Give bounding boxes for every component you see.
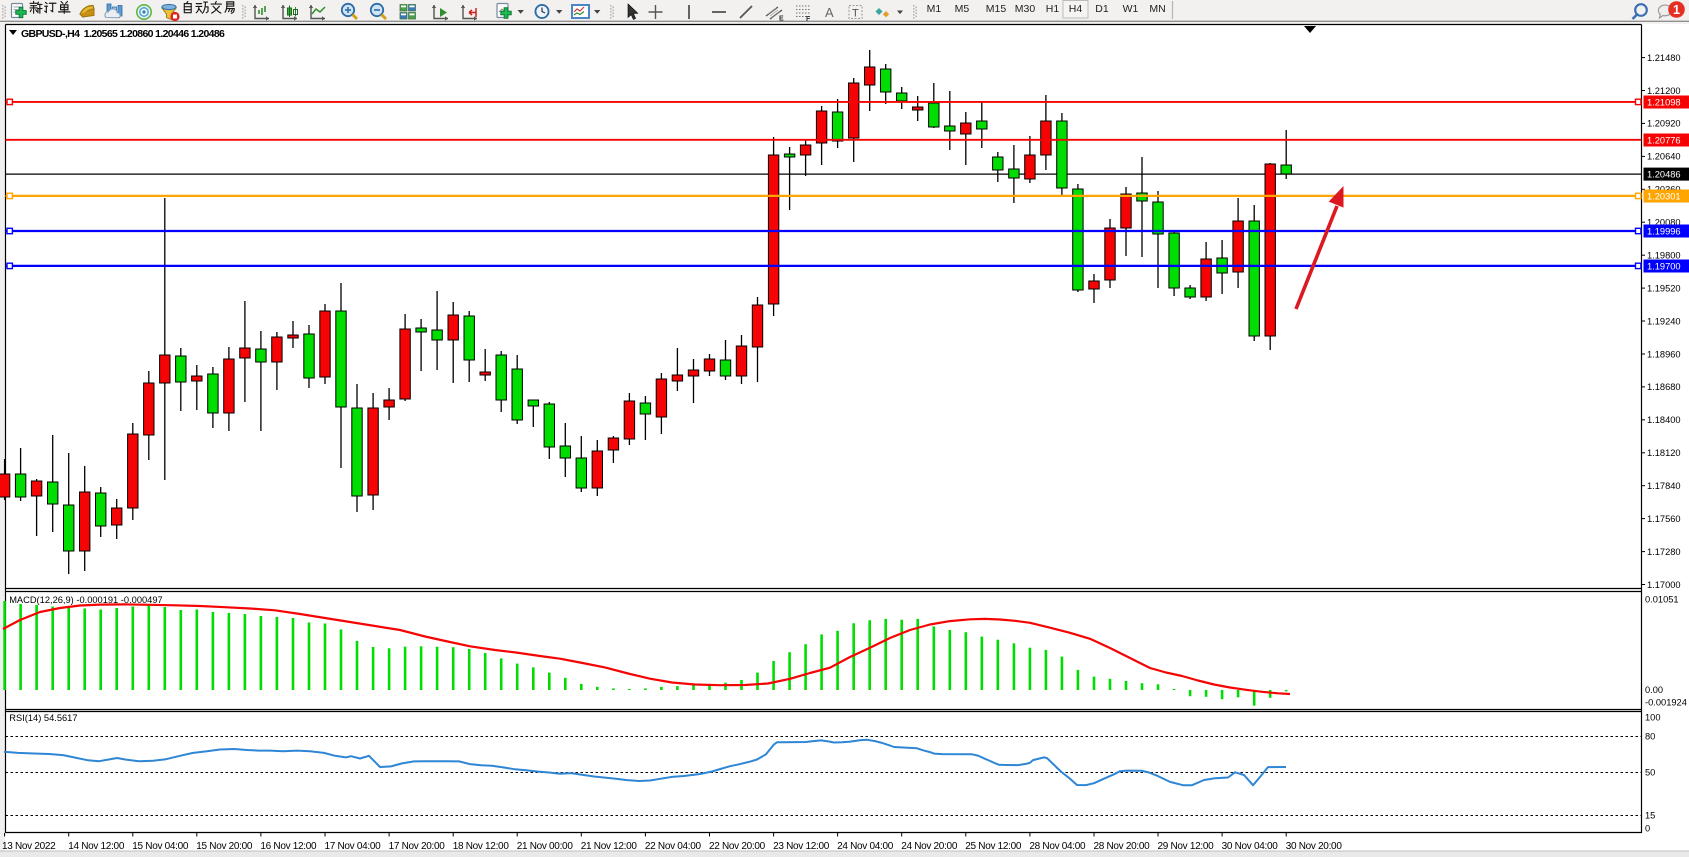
svg-text:1.21480: 1.21480 bbox=[1647, 53, 1681, 63]
svg-text:1.17840: 1.17840 bbox=[1647, 481, 1681, 491]
svg-text:RSI(14) 54.5617: RSI(14) 54.5617 bbox=[9, 713, 77, 723]
svg-text:1.19800: 1.19800 bbox=[1647, 251, 1681, 261]
svg-text:50: 50 bbox=[1645, 767, 1655, 777]
svg-text:25 Nov 12:00: 25 Nov 12:00 bbox=[965, 841, 1022, 852]
svg-text:H1: H1 bbox=[1046, 3, 1060, 15]
svg-text:-0.001924: -0.001924 bbox=[1645, 697, 1687, 707]
svg-text:15 Nov 04:00: 15 Nov 04:00 bbox=[132, 841, 189, 852]
svg-text:1.18680: 1.18680 bbox=[1647, 382, 1681, 392]
svg-text:21 Nov 00:00: 21 Nov 00:00 bbox=[517, 841, 574, 852]
svg-text:80: 80 bbox=[1645, 731, 1655, 741]
svg-text:1.20920: 1.20920 bbox=[1647, 119, 1681, 129]
svg-text:23 Nov 12:00: 23 Nov 12:00 bbox=[773, 841, 830, 852]
svg-text:1.19240: 1.19240 bbox=[1647, 316, 1681, 326]
svg-text:F: F bbox=[806, 16, 811, 23]
svg-text:0.00: 0.00 bbox=[1645, 685, 1663, 695]
svg-text:17 Nov 04:00: 17 Nov 04:00 bbox=[325, 841, 382, 852]
svg-text:100: 100 bbox=[1645, 712, 1661, 722]
svg-text:1.21098: 1.21098 bbox=[1647, 98, 1681, 108]
svg-text:W1: W1 bbox=[1123, 3, 1139, 15]
svg-text:1.19520: 1.19520 bbox=[1647, 283, 1681, 293]
svg-text:29 Nov 12:00: 29 Nov 12:00 bbox=[1158, 841, 1215, 852]
svg-text:1.17560: 1.17560 bbox=[1647, 514, 1681, 524]
svg-text:22 Nov 04:00: 22 Nov 04:00 bbox=[645, 841, 702, 852]
svg-text:M15: M15 bbox=[986, 3, 1007, 15]
svg-text:M5: M5 bbox=[955, 3, 970, 15]
svg-text:0.01051: 0.01051 bbox=[1645, 595, 1679, 605]
svg-text:1.20486: 1.20486 bbox=[1647, 170, 1681, 180]
svg-text:E: E bbox=[779, 16, 784, 23]
svg-text:15: 15 bbox=[1645, 810, 1655, 820]
svg-text:1.20080: 1.20080 bbox=[1647, 218, 1681, 228]
svg-text:MN: MN bbox=[1149, 3, 1165, 15]
svg-text:1.20776: 1.20776 bbox=[1647, 136, 1681, 146]
svg-text:18 Nov 12:00: 18 Nov 12:00 bbox=[453, 841, 510, 852]
svg-text:GBPUSD-,H4 1.20565 1.20860 1.: GBPUSD-,H4 1.20565 1.20860 1.20446 1.204… bbox=[21, 28, 225, 40]
svg-text:1.17000: 1.17000 bbox=[1647, 580, 1681, 590]
svg-text:17 Nov 20:00: 17 Nov 20:00 bbox=[389, 841, 446, 852]
svg-text:28 Nov 04:00: 28 Nov 04:00 bbox=[1029, 841, 1086, 852]
svg-text:13 Nov 2022: 13 Nov 2022 bbox=[2, 841, 56, 852]
svg-text:1.18120: 1.18120 bbox=[1647, 448, 1681, 458]
svg-text:1.20640: 1.20640 bbox=[1647, 152, 1681, 162]
svg-text:30 Nov 04:00: 30 Nov 04:00 bbox=[1222, 841, 1279, 852]
svg-text:21 Nov 12:00: 21 Nov 12:00 bbox=[581, 841, 638, 852]
svg-text:A: A bbox=[825, 5, 834, 20]
svg-text:1.19996: 1.19996 bbox=[1647, 227, 1681, 237]
svg-text:1: 1 bbox=[1673, 3, 1680, 17]
svg-text:1.19700: 1.19700 bbox=[1647, 262, 1681, 272]
svg-text:24 Nov 20:00: 24 Nov 20:00 bbox=[901, 841, 958, 852]
svg-text:22 Nov 20:00: 22 Nov 20:00 bbox=[709, 841, 766, 852]
svg-text:15 Nov 20:00: 15 Nov 20:00 bbox=[196, 841, 253, 852]
svg-text:H4: H4 bbox=[1069, 3, 1083, 15]
svg-text:14 Nov 12:00: 14 Nov 12:00 bbox=[68, 841, 125, 852]
svg-text:16 Nov 12:00: 16 Nov 12:00 bbox=[260, 841, 317, 852]
svg-text:30 Nov 20:00: 30 Nov 20:00 bbox=[1286, 841, 1343, 852]
svg-text:1.18400: 1.18400 bbox=[1647, 415, 1681, 425]
svg-text:D1: D1 bbox=[1095, 3, 1109, 15]
svg-text:24 Nov 04:00: 24 Nov 04:00 bbox=[837, 841, 894, 852]
svg-text:MACD(12,26,9) -0.000191 -0.000: MACD(12,26,9) -0.000191 -0.000497 bbox=[9, 595, 163, 605]
svg-text:1.17280: 1.17280 bbox=[1647, 547, 1681, 557]
svg-text:0: 0 bbox=[1645, 823, 1650, 833]
svg-text:28 Nov 20:00: 28 Nov 20:00 bbox=[1094, 841, 1151, 852]
svg-text:T: T bbox=[852, 8, 859, 20]
svg-text:M1: M1 bbox=[927, 3, 942, 15]
svg-text:1.21200: 1.21200 bbox=[1647, 86, 1681, 96]
svg-text:M30: M30 bbox=[1015, 3, 1036, 15]
svg-text:1.18960: 1.18960 bbox=[1647, 349, 1681, 359]
svg-text:1.20301: 1.20301 bbox=[1647, 192, 1681, 202]
